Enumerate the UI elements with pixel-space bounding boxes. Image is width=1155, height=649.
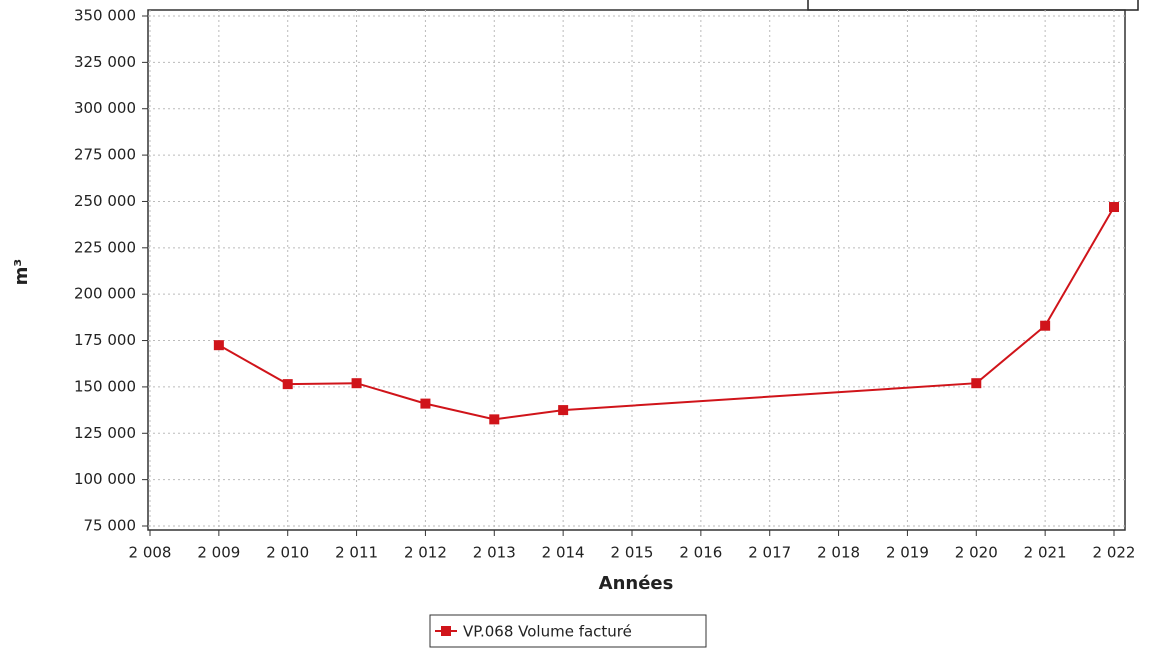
y-tick-label: 150 000: [74, 377, 136, 395]
x-tick-label: 2 022: [1093, 544, 1136, 562]
y-tick-label: 200 000: [74, 285, 136, 303]
y-tick-label: 300 000: [74, 99, 136, 117]
x-tick-label: 2 008: [129, 544, 172, 562]
y-tick-label: 175 000: [74, 331, 136, 349]
x-tick-label: 2 009: [197, 544, 240, 562]
overlay-box: [807, 0, 1139, 11]
point-marker: [1040, 320, 1051, 331]
x-tick-label: 2 013: [473, 544, 516, 562]
y-tick-label: 250 000: [74, 192, 136, 210]
point-marker: [558, 405, 569, 416]
point-marker: [282, 379, 293, 390]
point-marker: [1109, 202, 1119, 213]
x-tick-label: 2 016: [679, 544, 722, 562]
y-tick-label: 225 000: [74, 238, 136, 256]
y-tick-label: 100 000: [74, 470, 136, 488]
x-tick-label: 2 018: [817, 544, 860, 562]
point-marker: [420, 398, 431, 409]
legend-marker: [441, 626, 451, 636]
legend-box: [429, 614, 707, 648]
point-marker: [213, 340, 224, 351]
plot-frame: [147, 9, 1126, 531]
point-marker: [489, 414, 500, 425]
y-tick-label: 75 000: [84, 517, 137, 535]
x-tick-label: 2 010: [266, 544, 309, 562]
x-tick-label: 2 011: [335, 544, 378, 562]
x-tick-label: 2 017: [748, 544, 791, 562]
x-tick-label: 2 014: [542, 544, 585, 562]
legend-label: VP.068 Volume facturé: [463, 623, 632, 641]
x-tick-label: 2 020: [955, 544, 998, 562]
y-tick-label: 275 000: [74, 146, 136, 164]
y-tick-label: 325 000: [74, 53, 136, 71]
y-tick-label: 125 000: [74, 424, 136, 442]
x-tick-label: 2 012: [404, 544, 447, 562]
y-tick-label: 350 000: [74, 7, 136, 25]
x-tick-label: 2 021: [1024, 544, 1067, 562]
x-axis-title: Années: [599, 573, 674, 594]
x-tick-label: 2 015: [611, 544, 654, 562]
y-axis-title: m³: [11, 259, 32, 286]
point-marker: [971, 378, 982, 389]
x-tick-label: 2 019: [886, 544, 929, 562]
point-marker: [351, 378, 362, 389]
